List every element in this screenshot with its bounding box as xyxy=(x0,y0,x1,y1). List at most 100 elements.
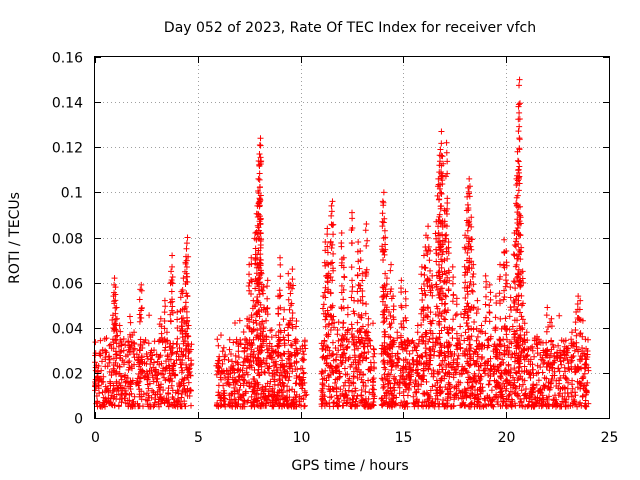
data-point-stack xyxy=(487,335,494,342)
data-point-stack xyxy=(256,291,263,298)
data-point-stack xyxy=(335,337,342,344)
data-point-stack xyxy=(354,271,361,278)
data-point-stack xyxy=(470,350,477,357)
data-point-stack xyxy=(406,350,413,357)
data-point-stack xyxy=(464,268,471,275)
data-point-stack xyxy=(365,321,372,328)
x-tick-label: 10 xyxy=(293,430,311,446)
data-point-stack xyxy=(433,335,440,342)
data-point-stack xyxy=(482,301,489,308)
x-tick-label: 20 xyxy=(498,430,516,446)
data-point-stack xyxy=(386,344,393,351)
data-point-stack xyxy=(508,354,515,361)
data-point-stack xyxy=(429,284,436,291)
data-point-stack xyxy=(167,356,174,363)
data-point-stack xyxy=(277,273,284,280)
data-point-stack xyxy=(178,369,185,376)
data-point-stack xyxy=(136,311,143,318)
data-point-stack xyxy=(288,300,295,307)
data-point-stack xyxy=(486,318,493,325)
data-point-stack xyxy=(320,301,327,308)
data-point-stack xyxy=(467,353,474,360)
data-point-stack xyxy=(388,320,395,327)
data-point-stack xyxy=(257,262,264,269)
data-point-stack xyxy=(183,240,190,247)
data-point-stack xyxy=(453,369,460,376)
data-point-stack xyxy=(436,185,443,192)
data-point xyxy=(420,252,427,259)
data-point xyxy=(221,390,228,397)
data-point xyxy=(215,342,222,349)
data-point-stack xyxy=(183,361,190,368)
data-point-stack xyxy=(151,359,158,366)
data-point-stack xyxy=(183,263,190,270)
data-point-stack xyxy=(280,334,287,341)
data-point-stack xyxy=(555,365,562,372)
data-point-stack xyxy=(246,324,253,331)
data-point xyxy=(126,313,133,320)
data-point-stack xyxy=(428,282,435,289)
data-point-stack xyxy=(513,327,520,334)
data-point xyxy=(281,306,288,313)
data-point-stack xyxy=(506,326,513,333)
data-point-stack xyxy=(444,274,451,281)
data-point-stack xyxy=(330,324,337,331)
data-point xyxy=(577,297,584,304)
data-point xyxy=(369,376,376,383)
data-point-stack xyxy=(382,241,389,248)
data-point-stack xyxy=(327,312,334,319)
data-point-stack xyxy=(450,316,457,323)
data-point-stack xyxy=(516,180,523,187)
data-point-stack xyxy=(381,364,388,371)
data-point-stack xyxy=(427,309,434,316)
data-point-stack xyxy=(168,277,175,284)
data-point-stack xyxy=(110,365,117,372)
data-point-stack xyxy=(130,350,137,357)
data-point-stack xyxy=(170,360,177,367)
data-point-stack xyxy=(254,354,261,361)
data-point xyxy=(129,365,136,372)
data-point-stack xyxy=(497,300,504,307)
data-point-stack xyxy=(517,203,524,210)
data-point xyxy=(138,281,145,288)
data-point-stack xyxy=(259,340,266,347)
data-point-stack xyxy=(147,356,154,363)
data-point-stack xyxy=(521,368,528,375)
data-point-stack xyxy=(351,346,358,353)
data-point-stack xyxy=(280,316,287,323)
data-point-stack xyxy=(544,352,551,359)
data-point-stack xyxy=(382,246,389,253)
data-point-stack xyxy=(465,334,472,341)
data-point-stack xyxy=(380,202,387,209)
data-point-stack xyxy=(184,279,191,286)
data-point-stack xyxy=(422,349,429,356)
data-point-stack xyxy=(517,256,524,263)
data-point-stack xyxy=(466,282,473,289)
data-point-stack xyxy=(380,358,387,365)
data-point-stack xyxy=(497,315,504,322)
data-point-stack xyxy=(527,356,534,363)
data-point xyxy=(268,327,275,334)
data-point-stack xyxy=(280,362,287,369)
data-point-stack xyxy=(117,336,124,343)
data-point-stack xyxy=(340,264,347,271)
data-point-stack xyxy=(257,230,264,237)
data-point-stack xyxy=(174,324,181,331)
data-point-stack xyxy=(466,218,473,225)
data-point-stack xyxy=(436,261,443,268)
data-point xyxy=(118,376,125,383)
data-point xyxy=(161,297,168,304)
data-point xyxy=(106,342,113,349)
data-point xyxy=(464,193,471,200)
data-point-stack xyxy=(110,327,117,334)
data-point-stack xyxy=(433,339,440,346)
data-point-stack xyxy=(380,235,387,242)
data-point xyxy=(141,374,148,381)
data-point-stack xyxy=(437,277,444,284)
data-point-stack xyxy=(350,333,357,340)
data-point-stack xyxy=(167,299,174,306)
data-point xyxy=(289,266,296,273)
data-point xyxy=(344,304,351,311)
data-point xyxy=(398,277,405,284)
data-point-stack xyxy=(464,369,471,376)
